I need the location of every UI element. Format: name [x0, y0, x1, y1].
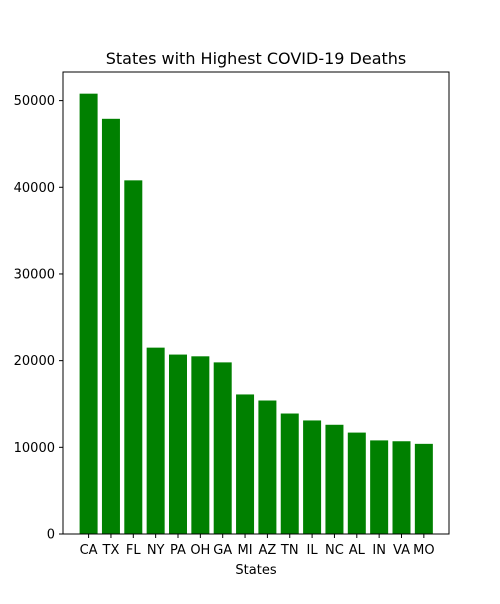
x-tick-label: AZ	[258, 543, 276, 558]
bar-oh	[191, 356, 209, 534]
x-tick-label: MO	[413, 543, 434, 558]
bar-in	[370, 440, 388, 534]
x-tick-label: NY	[147, 543, 165, 558]
x-tick-label: VA	[393, 543, 410, 558]
y-tick-label: 50000	[14, 94, 55, 109]
x-tick-label: MI	[238, 543, 253, 558]
x-tick-label: GA	[213, 543, 232, 558]
x-tick-label: AL	[349, 543, 366, 558]
bar-va	[393, 441, 411, 534]
y-tick-label: 0	[47, 528, 55, 543]
bar-mi	[236, 394, 254, 534]
bar-ny	[147, 348, 165, 534]
x-tick-label: CA	[80, 543, 98, 558]
bar-ca	[80, 94, 98, 534]
bar-il	[303, 420, 321, 534]
x-axis-ticks: CA TX FL NY PA OH GA MI AZ TN IL NC AL IN VA MO	[80, 534, 435, 558]
chart-title: States with Highest COVID-19 Deaths	[106, 49, 407, 68]
x-tick-label: OH	[190, 543, 210, 558]
x-tick-label: PA	[170, 543, 186, 558]
x-tick-label: FL	[126, 543, 141, 558]
bar-tx	[102, 119, 120, 534]
y-tick-label: 40000	[14, 181, 55, 196]
bar-al	[348, 433, 366, 534]
bar-az	[258, 401, 276, 534]
bars-group	[80, 94, 433, 534]
bar-tn	[281, 414, 299, 534]
plot-frame	[63, 72, 449, 534]
x-tick-label: NC	[325, 543, 344, 558]
x-tick-label: TX	[102, 543, 120, 558]
bar-pa	[169, 355, 187, 534]
y-tick-label: 10000	[14, 441, 55, 456]
bar-nc	[325, 425, 343, 534]
x-tick-label: TN	[280, 543, 299, 558]
x-axis-label: States	[235, 563, 276, 578]
bar-mo	[415, 444, 433, 534]
x-tick-label: IL	[307, 543, 319, 558]
bar-ga	[214, 362, 232, 534]
y-axis-ticks: 0 10000 20000 30000 40000 50000	[14, 94, 63, 542]
y-tick-label: 20000	[14, 354, 55, 369]
bar-fl	[124, 180, 142, 534]
y-tick-label: 30000	[14, 267, 55, 282]
x-tick-label: IN	[372, 543, 386, 558]
